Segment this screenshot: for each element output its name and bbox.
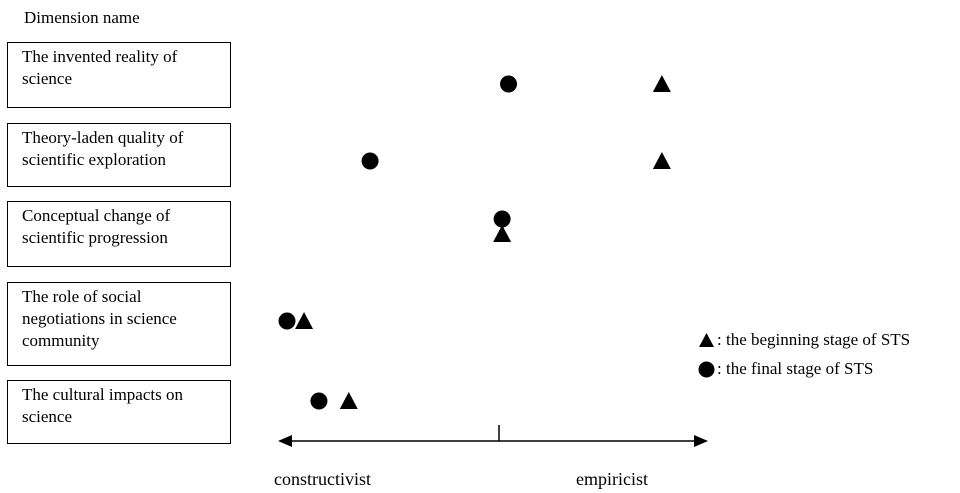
final-stage-marker xyxy=(361,152,379,170)
beginning-stage-marker xyxy=(652,152,671,169)
final-stage-marker xyxy=(310,392,328,410)
dimension-box-1: The invented reality of science xyxy=(7,42,231,108)
axis-label-right: empiricist xyxy=(576,469,648,489)
dimension-name-header: Dimension name xyxy=(24,8,140,27)
legend-item-final: : the final stage of STS xyxy=(698,359,873,379)
final-stage-marker xyxy=(278,312,296,330)
beginning-stage-marker xyxy=(295,312,314,329)
dimension-box-5: The cultural impacts on science xyxy=(7,380,231,444)
data-marks xyxy=(278,75,671,410)
dimension-label: Theory-laden quality of scientific explo… xyxy=(22,128,184,169)
dimension-label: Conceptual change of scientific progress… xyxy=(22,206,171,247)
triangle-icon xyxy=(699,333,714,347)
legend-label: : the beginning stage of STS xyxy=(717,330,911,349)
dimension-label: The cultural impacts on science xyxy=(22,385,183,426)
circle-icon xyxy=(698,361,715,377)
beginning-stage-marker xyxy=(493,225,512,242)
axis-label-left: constructivist xyxy=(274,469,371,489)
dimension-box-2: Theory-laden quality of scientific explo… xyxy=(7,123,231,187)
beginning-stage-marker xyxy=(339,392,358,409)
final-stage-marker xyxy=(493,210,511,228)
legend-item-beginning: : the beginning stage of STS xyxy=(698,330,910,350)
legend-label: : the final stage of STS xyxy=(717,359,874,378)
dimension-label: The invented reality of science xyxy=(22,47,178,88)
beginning-stage-marker xyxy=(652,75,671,92)
final-stage-marker xyxy=(500,75,518,93)
dimension-box-4: The role of social negotiations in scien… xyxy=(7,282,231,366)
dimension-box-3: Conceptual change of scientific progress… xyxy=(7,201,231,267)
dimension-label: The role of social negotiations in scien… xyxy=(22,287,177,350)
